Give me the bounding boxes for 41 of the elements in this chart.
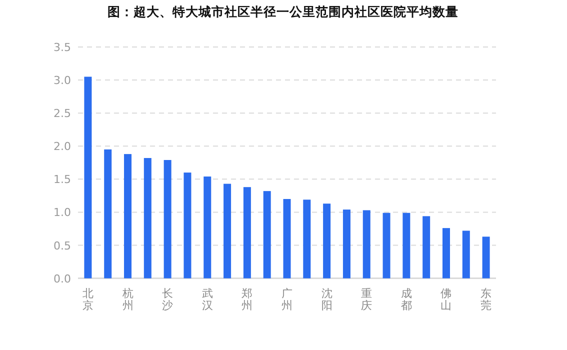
bar [164, 160, 172, 278]
x-tick-label: 东莞 [480, 287, 492, 312]
bar [402, 212, 410, 278]
bar [303, 200, 311, 278]
x-tick-label: 郑州 [242, 287, 253, 312]
bar [323, 204, 331, 278]
y-tick-label: 2.5 [54, 107, 71, 120]
x-tick-label: 佛山 [440, 287, 452, 312]
bar [104, 149, 112, 278]
bar [462, 230, 470, 278]
bar [482, 236, 490, 278]
bar [263, 191, 271, 278]
bar [243, 187, 251, 278]
bar [224, 184, 232, 278]
y-tick-label: 1.0 [54, 206, 71, 220]
bar [362, 210, 370, 278]
bar [422, 216, 430, 278]
x-tick-label: 北京 [82, 287, 94, 312]
x-tick-label: 武汉 [202, 287, 213, 312]
x-tick-label: 成都 [400, 287, 412, 312]
bar [144, 158, 152, 278]
bar [184, 172, 192, 278]
y-tick-label: 3.5 [54, 41, 71, 54]
bar [442, 228, 450, 278]
x-tick-label: 沈阳 [321, 287, 332, 312]
y-tick-label: 0.5 [54, 239, 71, 252]
y-tick-label: 1.5 [54, 173, 71, 186]
x-tick-label: 长沙 [162, 287, 174, 312]
x-tick-label: 重庆 [361, 287, 372, 312]
bar [84, 76, 92, 278]
y-tick-label: 3.0 [54, 74, 71, 88]
chart-title: 图：超大、特大城市社区半径一公里范围内社区医院平均数量 [108, 4, 458, 19]
bar [382, 212, 390, 278]
y-tick-label: 0.0 [54, 272, 71, 286]
x-tick-label: 杭州 [121, 287, 134, 312]
bar [283, 198, 291, 278]
bar [124, 154, 132, 278]
bar [204, 176, 212, 278]
x-tick-label: 广州 [282, 287, 292, 312]
bar [342, 210, 350, 278]
y-tick-label: 2.0 [54, 140, 71, 154]
